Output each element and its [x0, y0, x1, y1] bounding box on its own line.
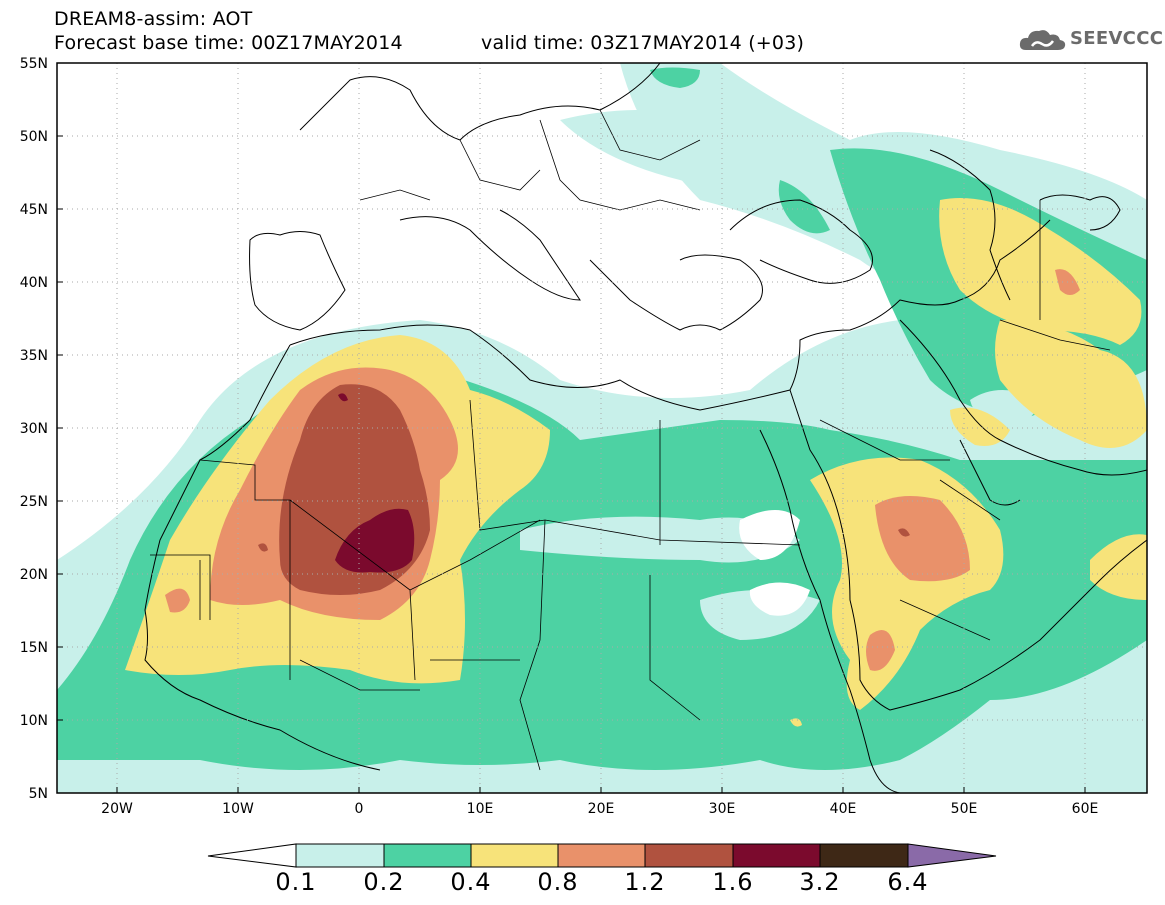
colorbar-label: 0.4 — [450, 868, 492, 896]
seevccc-logo: SEEVCCC — [1018, 26, 1163, 54]
lat-label: 20N — [20, 567, 48, 583]
lat-label: 25N — [20, 494, 48, 510]
colorbar-label: 1.6 — [712, 868, 754, 896]
colorbar-label: 0.8 — [537, 868, 579, 896]
cloud-icon — [1019, 30, 1066, 50]
lon-label: 20W — [101, 801, 133, 817]
aot-level-1.6 — [335, 393, 415, 573]
coastlines — [144, 63, 1147, 793]
lat-label: 30N — [20, 421, 48, 437]
lat-label: 5N — [29, 786, 48, 802]
lat-label: 10N — [20, 713, 48, 729]
colorbar — [207, 843, 997, 868]
lat-label: 40N — [20, 275, 48, 291]
country-borders — [150, 109, 1111, 771]
lat-label: 50N — [20, 129, 48, 145]
graticule — [57, 63, 1147, 793]
colorbar-label: 1.2 — [624, 868, 666, 896]
lon-label: 50E — [951, 801, 978, 817]
valid-time: valid time: 03Z17MAY2014 (+03) — [481, 32, 805, 54]
lon-label: 60E — [1072, 801, 1099, 817]
colorbar-label: 0.1 — [275, 868, 317, 896]
logo-text: SEEVCCC — [1070, 28, 1164, 49]
lat-label: 45N — [20, 202, 48, 218]
map-title: DREAM8-assim: AOT — [54, 8, 253, 30]
lat-label: 35N — [20, 348, 48, 364]
colorbar-label: 0.2 — [363, 868, 405, 896]
colorbar-label: 3.2 — [799, 868, 841, 896]
forecast-base-time: Forecast base time: 00Z17MAY2014 — [54, 32, 403, 54]
colorbar-swatch — [295, 843, 385, 868]
longitude-labels: 20W 10W 0 10E 20E 30E 40E 50E 60E — [101, 801, 1098, 817]
lon-label: 40E — [830, 801, 857, 817]
colorbar-left-arrow — [207, 843, 297, 868]
colorbar-label: 6.4 — [887, 868, 929, 896]
latitude-labels: 55N 50N 45N 40N 35N 30N 25N 20N 15N 10N … — [20, 56, 48, 802]
lat-label: 15N — [20, 640, 48, 656]
axis-ticks — [57, 135, 1086, 793]
colorbar-swatch — [819, 843, 909, 868]
aot-field — [57, 63, 1147, 793]
lat-label: 55N — [20, 56, 48, 72]
colorbar-swatch — [383, 843, 472, 868]
lon-label: 10W — [222, 801, 254, 817]
colorbar-swatch — [557, 843, 646, 868]
lon-label: 30E — [709, 801, 736, 817]
lon-label: 0 — [355, 801, 364, 817]
lon-label: 20E — [588, 801, 615, 817]
colorbar-swatch — [644, 843, 734, 868]
colorbar-swatch — [732, 843, 821, 868]
lon-label: 10E — [467, 801, 494, 817]
colorbar-right-arrow — [907, 843, 997, 868]
colorbar-swatch — [470, 843, 559, 868]
